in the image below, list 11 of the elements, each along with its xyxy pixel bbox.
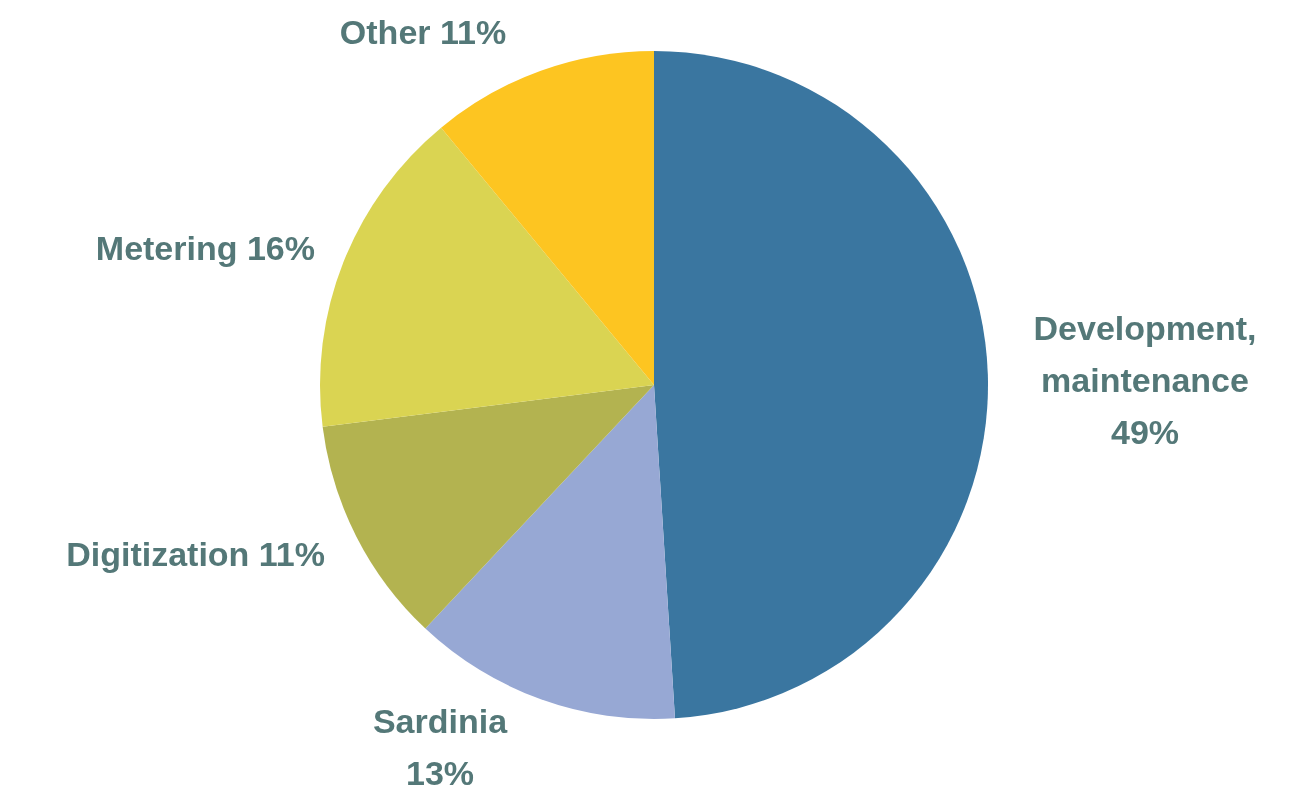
pie-slice bbox=[654, 51, 988, 719]
slice-label: Digitization 11% bbox=[66, 535, 325, 573]
slice-label: Other 11% bbox=[339, 13, 507, 51]
slice-label: Metering 16% bbox=[95, 229, 315, 267]
pie-slice bbox=[322, 385, 654, 629]
data-label: 49% bbox=[1110, 413, 1180, 451]
pie-slice bbox=[441, 51, 654, 385]
slice-label: Development, maintenance bbox=[1033, 309, 1257, 399]
pie-slice bbox=[320, 127, 654, 427]
slice-label: Sardinia bbox=[372, 702, 509, 740]
data-label: 13% bbox=[405, 754, 475, 789]
